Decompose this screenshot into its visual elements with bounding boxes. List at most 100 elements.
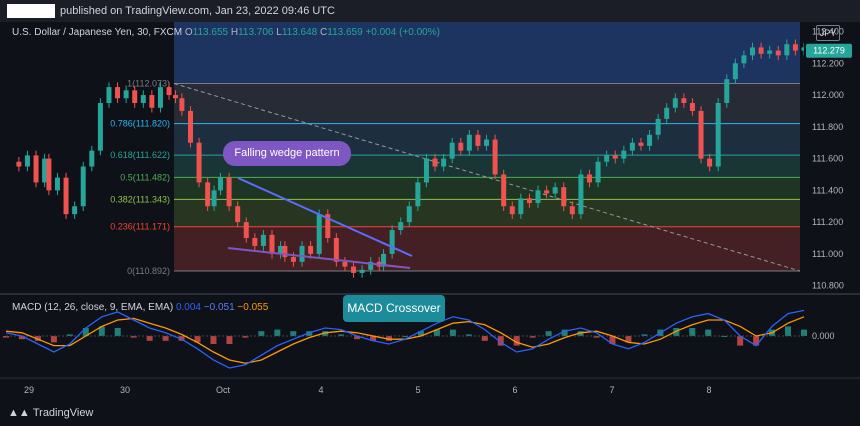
candle-body bbox=[205, 182, 211, 207]
macd-histogram-bar bbox=[689, 328, 696, 336]
price-badge-bg bbox=[806, 43, 852, 58]
candle-body bbox=[218, 177, 224, 191]
candle-body bbox=[351, 266, 357, 273]
candle-body bbox=[123, 90, 129, 99]
candle-body bbox=[767, 50, 773, 54]
macd-histogram-bar bbox=[625, 336, 632, 343]
candle-body bbox=[629, 142, 635, 151]
candle-body bbox=[406, 206, 412, 223]
candle-body bbox=[638, 142, 644, 146]
candle-body bbox=[252, 238, 258, 246]
fib-trend-line bbox=[173, 82, 801, 272]
brand-name: TradingView bbox=[32, 407, 94, 419]
price-tick-label: 111.000 bbox=[812, 249, 843, 259]
time-tick-label: 30 bbox=[120, 385, 130, 395]
candle-body bbox=[54, 177, 60, 191]
candle-body bbox=[80, 166, 86, 207]
candle-body bbox=[308, 245, 314, 254]
macd-histogram-bar bbox=[561, 329, 568, 336]
candle-body bbox=[149, 95, 155, 108]
macd-histogram-bar bbox=[18, 336, 25, 340]
macd-histogram-bar bbox=[354, 336, 361, 340]
candle-body bbox=[140, 95, 146, 103]
macd-histogram-bar bbox=[386, 336, 393, 341]
candle-body bbox=[526, 198, 532, 204]
candle-body bbox=[458, 142, 464, 151]
candle-body bbox=[664, 107, 670, 119]
candle-body bbox=[211, 190, 217, 207]
change-value: +0.004 (+0.00%) bbox=[365, 27, 440, 38]
candle-body bbox=[672, 98, 678, 108]
tradingview-logo[interactable]: ▲▲ TradingView bbox=[8, 407, 94, 419]
candle-body bbox=[342, 261, 348, 267]
macd-histogram-bar bbox=[609, 336, 616, 344]
candle-body bbox=[655, 118, 661, 135]
price-tick-label: 111.800 bbox=[812, 122, 843, 132]
time-tick-label: 4 bbox=[318, 385, 323, 395]
candle-body bbox=[561, 187, 567, 207]
candle-body bbox=[115, 87, 121, 99]
candle-body bbox=[466, 134, 472, 151]
macd-histogram-bar bbox=[402, 336, 408, 337]
high-label: H bbox=[230, 27, 239, 38]
fib-level-label: 1(112.073) bbox=[127, 78, 170, 88]
candle-body bbox=[42, 158, 48, 183]
macd-line bbox=[5, 309, 805, 369]
macd-histogram-bar bbox=[162, 336, 169, 341]
wedge-annotation[interactable]: Falling wedge pattern bbox=[223, 141, 351, 166]
price-tick-label: 112.400 bbox=[812, 27, 844, 37]
macd-histogram-bar bbox=[82, 328, 89, 336]
candle-body bbox=[260, 234, 266, 246]
macd-histogram-bar bbox=[370, 336, 377, 341]
candle-body bbox=[97, 103, 103, 151]
candle-body bbox=[595, 161, 601, 183]
macd-tick-label: 0.000 bbox=[812, 331, 835, 341]
price-tick-label: 112.000 bbox=[812, 90, 844, 100]
fib-level-label: 0(110.892) bbox=[127, 266, 170, 276]
currency-badge[interactable]: JPY bbox=[816, 25, 840, 41]
candle-body bbox=[106, 87, 112, 103]
macd-histogram-bar bbox=[274, 329, 281, 336]
candle-body bbox=[325, 214, 331, 238]
candle-body bbox=[33, 155, 39, 183]
symbol-legend[interactable]: U.S. Dollar / Japanese Yen, 30, FXCM O11… bbox=[12, 27, 440, 38]
candle-body bbox=[269, 234, 275, 254]
candle-body bbox=[681, 98, 687, 103]
macd-histogram-bar bbox=[513, 336, 520, 346]
footer-bar bbox=[0, 402, 860, 426]
candle-body bbox=[732, 63, 738, 80]
fib-zone bbox=[174, 226, 800, 272]
candle-body bbox=[89, 150, 95, 167]
macd-histogram-bar bbox=[705, 329, 712, 336]
candle-body bbox=[775, 50, 781, 56]
high-value: 113.706 bbox=[238, 27, 274, 38]
macd-histogram-bar bbox=[210, 336, 217, 344]
macd-histogram-bar bbox=[577, 331, 584, 336]
close-value: 113.659 bbox=[327, 27, 363, 38]
macd-value: 0.004 bbox=[175, 302, 201, 313]
candle-body bbox=[535, 190, 541, 204]
macd-histogram-bar bbox=[178, 336, 185, 341]
macd-histogram-bar bbox=[66, 334, 73, 336]
macd-histogram-bar bbox=[481, 336, 488, 341]
macd-histogram-bar bbox=[433, 329, 440, 336]
time-tick-label: Oct bbox=[216, 385, 231, 395]
candle-body bbox=[647, 134, 653, 146]
fib-zone bbox=[174, 83, 800, 124]
macd-histogram-bar bbox=[449, 329, 456, 336]
candle-body bbox=[432, 158, 438, 167]
macd-histogram-bar bbox=[306, 331, 313, 336]
candle-body bbox=[578, 174, 584, 215]
crossover-annotation[interactable]: MACD Crossover bbox=[343, 295, 445, 322]
price-tick-label: 111.200 bbox=[812, 217, 843, 227]
time-tick-label: 5 bbox=[415, 385, 420, 395]
time-tick-label: 6 bbox=[512, 385, 517, 395]
macd-legend[interactable]: MACD (12, 26, close, 9, EMA, EMA) 0.004 … bbox=[12, 302, 268, 313]
candle-body bbox=[604, 155, 610, 162]
macd-histogram-bar bbox=[3, 336, 9, 338]
macd-name: MACD (12, 26, close, 9, EMA, EMA) bbox=[12, 302, 174, 313]
macd-histogram-bar bbox=[258, 331, 265, 336]
macd-histogram-bar bbox=[737, 336, 744, 346]
candle-body bbox=[741, 55, 747, 64]
